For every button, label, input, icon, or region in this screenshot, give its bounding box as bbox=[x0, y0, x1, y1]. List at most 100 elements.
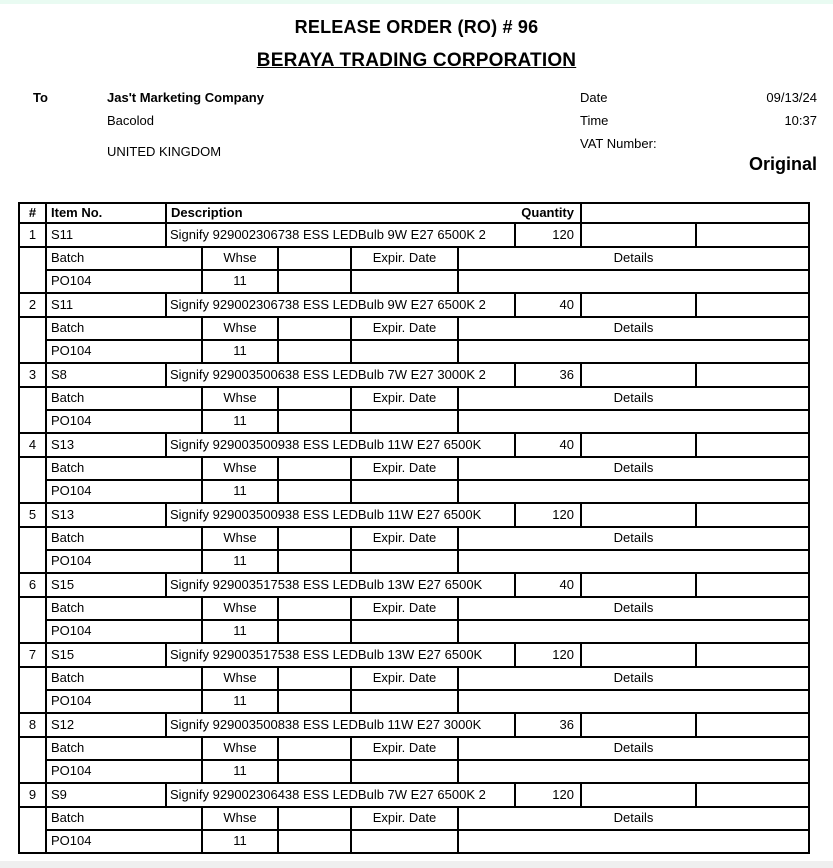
whse-label: Whse bbox=[203, 668, 279, 689]
batch-header-row: Batch Whse Expir. Date Details bbox=[47, 738, 808, 761]
details-value bbox=[459, 691, 808, 712]
item-no-cell: S13 bbox=[47, 434, 167, 456]
batch-value-row: PO104 11 bbox=[47, 341, 808, 362]
whse-label: Whse bbox=[203, 528, 279, 549]
details-label: Details bbox=[613, 250, 654, 265]
blank-cell bbox=[279, 528, 352, 549]
row-number-cell: 6 bbox=[20, 574, 47, 596]
batch-value: PO104 bbox=[47, 761, 203, 782]
batch-value: PO104 bbox=[47, 621, 203, 642]
batch-value: PO104 bbox=[47, 411, 203, 432]
expir-date-value bbox=[352, 761, 459, 782]
whse-label: Whse bbox=[203, 458, 279, 479]
quantity-cell: 120 bbox=[516, 504, 582, 526]
batch-label: Batch bbox=[47, 668, 203, 689]
batch-label: Batch bbox=[47, 388, 203, 409]
expir-date-value bbox=[352, 481, 459, 502]
batch-value-row: PO104 11 bbox=[47, 551, 808, 572]
expir-date-value bbox=[352, 411, 459, 432]
num-column-spacer bbox=[20, 458, 47, 502]
item-no-cell: S9 bbox=[47, 784, 167, 806]
batch-value-row: PO104 11 bbox=[47, 621, 808, 642]
row-number-cell: 2 bbox=[20, 294, 47, 316]
row-number-cell: 3 bbox=[20, 364, 47, 386]
batch-label: Batch bbox=[47, 738, 203, 759]
expir-date-label: Expir. Date bbox=[352, 248, 459, 269]
blank-cell bbox=[279, 831, 352, 852]
blank-cell bbox=[279, 668, 352, 689]
header-description-quantity: Description Quantity bbox=[167, 204, 582, 222]
blank-cell bbox=[279, 761, 352, 782]
blank-cell bbox=[279, 551, 352, 572]
page-title: RELEASE ORDER (RO) # 96 bbox=[294, 17, 539, 37]
row-number-cell: 9 bbox=[20, 784, 47, 806]
whse-label: Whse bbox=[203, 738, 279, 759]
blank-cell bbox=[279, 738, 352, 759]
details-label: Details bbox=[613, 810, 654, 825]
expir-date-label: Expir. Date bbox=[352, 598, 459, 619]
empty-cell-1 bbox=[582, 644, 697, 666]
details-label: Details bbox=[613, 670, 654, 685]
whse-value: 11 bbox=[203, 341, 279, 362]
batch-subtable: Batch Whse Expir. Date Details PO104 11 bbox=[20, 248, 808, 292]
num-column-spacer bbox=[20, 528, 47, 572]
details-value bbox=[459, 481, 808, 502]
row-number-cell: 4 bbox=[20, 434, 47, 456]
company-name: BERAYA TRADING CORPORATION bbox=[256, 50, 577, 71]
whse-value: 11 bbox=[203, 761, 279, 782]
num-column-spacer bbox=[20, 248, 47, 292]
item-no-cell: S11 bbox=[47, 224, 167, 246]
vat-number-label: VAT Number: bbox=[580, 136, 657, 151]
description-cell: Signify 929003517538 ESS LEDBulb 13W E27… bbox=[167, 644, 516, 666]
batch-value-row: PO104 11 bbox=[47, 271, 808, 292]
whse-label: Whse bbox=[203, 808, 279, 829]
blank-cell bbox=[279, 271, 352, 292]
description-cell: Signify 929003500838 ESS LEDBulb 11W E27… bbox=[167, 714, 516, 736]
empty-cell-1 bbox=[582, 784, 697, 806]
empty-cell-2 bbox=[697, 504, 808, 526]
num-column-spacer bbox=[20, 598, 47, 642]
batch-value-row: PO104 11 bbox=[47, 691, 808, 712]
quantity-cell: 40 bbox=[516, 574, 582, 596]
empty-cell-2 bbox=[697, 574, 808, 596]
whse-value: 11 bbox=[203, 831, 279, 852]
header-description: Description bbox=[171, 205, 243, 220]
row-number-cell: 7 bbox=[20, 644, 47, 666]
batch-label: Batch bbox=[47, 808, 203, 829]
details-value bbox=[459, 831, 808, 852]
time-value: 10:37 bbox=[784, 113, 817, 128]
empty-cell-2 bbox=[697, 644, 808, 666]
item-group: 3 S8 Signify 929003500638 ESS LEDBulb 7W… bbox=[20, 364, 808, 434]
whse-value: 11 bbox=[203, 271, 279, 292]
batch-subtable: Batch Whse Expir. Date Details PO104 11 bbox=[20, 808, 808, 852]
batch-value: PO104 bbox=[47, 691, 203, 712]
release-order-table: # Item No. Description Quantity 1 S11 Si… bbox=[18, 202, 810, 854]
batch-value: PO104 bbox=[47, 831, 203, 852]
batch-value: PO104 bbox=[47, 271, 203, 292]
num-column-spacer bbox=[20, 668, 47, 712]
batch-value: PO104 bbox=[47, 481, 203, 502]
item-group: 8 S12 Signify 929003500838 ESS LEDBulb 1… bbox=[20, 714, 808, 784]
whse-value: 11 bbox=[203, 551, 279, 572]
num-column-spacer bbox=[20, 318, 47, 362]
num-column-spacer bbox=[20, 388, 47, 432]
quantity-cell: 40 bbox=[516, 434, 582, 456]
whse-value: 11 bbox=[203, 411, 279, 432]
blank-cell bbox=[279, 458, 352, 479]
date-label: Date bbox=[580, 90, 608, 105]
blank-cell bbox=[279, 341, 352, 362]
batch-value: PO104 bbox=[47, 551, 203, 572]
batch-value-row: PO104 11 bbox=[47, 831, 808, 852]
item-group: 1 S11 Signify 929002306738 ESS LEDBulb 9… bbox=[20, 224, 808, 294]
empty-cell-1 bbox=[582, 574, 697, 596]
description-cell: Signify 929003500938 ESS LEDBulb 11W E27… bbox=[167, 504, 516, 526]
num-column-spacer bbox=[20, 808, 47, 852]
description-cell: Signify 929002306738 ESS LEDBulb 9W E27 … bbox=[167, 294, 516, 316]
empty-cell-1 bbox=[582, 714, 697, 736]
empty-cell-2 bbox=[697, 224, 808, 246]
blank-cell bbox=[279, 808, 352, 829]
item-row: 2 S11 Signify 929002306738 ESS LEDBulb 9… bbox=[20, 294, 808, 318]
blank-cell bbox=[279, 598, 352, 619]
batch-subtable: Batch Whse Expir. Date Details PO104 11 bbox=[20, 598, 808, 642]
blank-cell bbox=[279, 481, 352, 502]
